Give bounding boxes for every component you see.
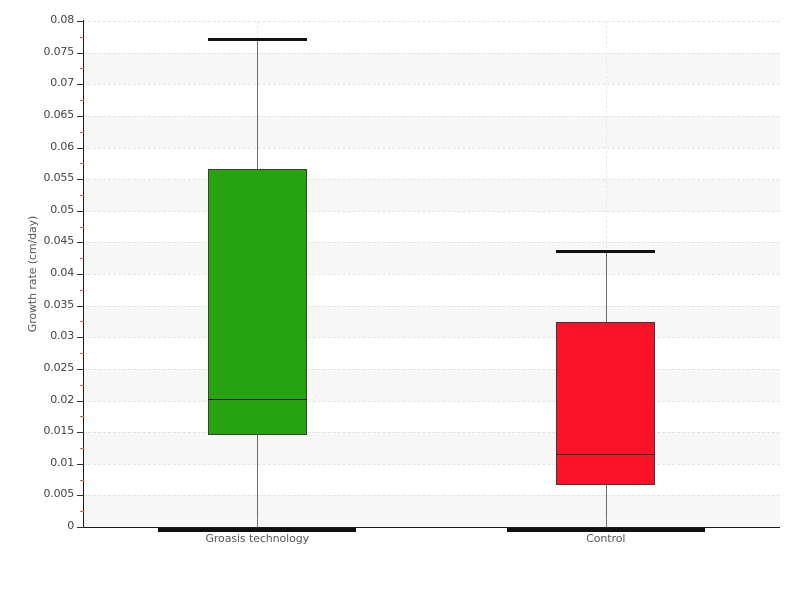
- y-tick-label: 0.005: [43, 487, 75, 501]
- gridline: [83, 210, 780, 212]
- lower-whisker-line: [257, 435, 259, 527]
- box-iqr-groasis: [207, 169, 307, 436]
- y-tick-label: 0.08: [50, 13, 74, 26]
- gridline: [83, 463, 780, 465]
- gridline: [83, 400, 780, 402]
- y-tick-label: 0.025: [43, 360, 75, 374]
- y-tick-mark: [77, 147, 84, 149]
- y-tick-mark: [77, 463, 84, 465]
- background-band: [83, 115, 780, 148]
- y-tick-label: 0.05: [50, 202, 74, 216]
- upper-whisker-cap: [207, 38, 307, 42]
- background-band: [83, 242, 780, 274]
- y-tick-mark: [77, 179, 84, 181]
- y-tick-label: 0.06: [50, 139, 74, 153]
- y-tick-mark: [77, 274, 84, 275]
- y-minor-tick-mark: [80, 194, 84, 196]
- y-minor-tick-mark: [80, 258, 84, 260]
- gridline: [83, 274, 780, 275]
- gridline: [83, 368, 780, 370]
- y-minor-tick-mark: [80, 226, 84, 228]
- x-tick-label: Groasis technology: [205, 532, 310, 545]
- y-tick-mark: [77, 21, 84, 22]
- y-tick-mark: [77, 527, 84, 528]
- y-tick-label: 0.055: [43, 171, 75, 185]
- y-tick-label: 0.065: [43, 107, 75, 121]
- upper-whisker-line: [605, 249, 607, 323]
- x-tick-cap: [506, 528, 705, 532]
- gridline: [83, 147, 780, 149]
- y-minor-tick-mark: [80, 131, 84, 133]
- gridline: [83, 21, 780, 22]
- box-iqr-control: [556, 322, 656, 485]
- y-tick-mark: [77, 84, 84, 86]
- y-minor-tick-mark: [80, 289, 84, 291]
- x-tick-label: Control: [586, 532, 626, 545]
- y-minor-tick-mark: [80, 479, 84, 481]
- x-axis-line: [83, 527, 780, 528]
- median-line: [207, 399, 307, 401]
- background-band: [83, 368, 780, 401]
- lower-whisker-line: [605, 484, 607, 527]
- y-minor-tick-mark: [80, 100, 84, 102]
- x-tick-cap: [158, 528, 357, 532]
- y-tick-mark: [77, 368, 84, 370]
- y-tick-mark: [77, 432, 84, 434]
- y-tick-label: 0.035: [43, 297, 75, 311]
- y-tick-label: 0.04: [50, 266, 74, 279]
- upper-whisker-line: [257, 38, 259, 169]
- y-minor-tick-mark: [80, 447, 84, 449]
- y-minor-tick-mark: [80, 353, 84, 355]
- y-tick-mark: [77, 400, 84, 402]
- y-tick-label: 0.075: [43, 44, 75, 58]
- y-tick-mark: [77, 242, 84, 244]
- y-minor-tick-mark: [80, 68, 84, 70]
- gridline: [83, 84, 780, 86]
- gridline: [83, 242, 780, 244]
- y-tick-label: 0: [67, 519, 74, 532]
- x-tick-stem: [257, 517, 259, 527]
- plot-area: [83, 21, 780, 527]
- y-minor-tick-mark: [80, 416, 84, 418]
- y-tick-mark: [77, 305, 84, 307]
- y-minor-tick-mark: [80, 321, 84, 323]
- y-tick-label: 0.02: [50, 392, 74, 406]
- gridline: [83, 337, 780, 339]
- gridline: [83, 305, 780, 307]
- y-minor-tick-mark: [80, 163, 84, 165]
- background-band: [83, 432, 780, 464]
- y-tick-mark: [77, 495, 84, 497]
- background-band: [83, 179, 780, 211]
- y-tick-mark: [77, 115, 84, 117]
- y-minor-tick-mark: [80, 511, 84, 513]
- y-tick-label: 0.01: [50, 455, 74, 469]
- y-tick-label: 0.07: [50, 76, 74, 90]
- gridline: [83, 52, 780, 54]
- upper-whisker-cap: [556, 249, 656, 253]
- y-minor-tick-mark: [80, 36, 84, 38]
- background-band: [83, 305, 780, 338]
- gridline: [83, 115, 780, 117]
- x-tick-stem: [605, 517, 607, 527]
- median-line: [556, 453, 656, 455]
- y-tick-mark: [77, 337, 84, 339]
- y-tick-label: 0.03: [50, 329, 74, 343]
- gridline: [83, 432, 780, 434]
- y-tick-label: 0.015: [43, 424, 75, 438]
- background-band: [83, 52, 780, 85]
- gridline: [83, 495, 780, 497]
- y-minor-tick-mark: [80, 384, 84, 386]
- y-tick-label: 0.045: [43, 234, 75, 248]
- gridline: [83, 179, 780, 181]
- y-tick-mark: [77, 52, 84, 54]
- y-tick-mark: [77, 210, 84, 212]
- background-band: [83, 495, 780, 527]
